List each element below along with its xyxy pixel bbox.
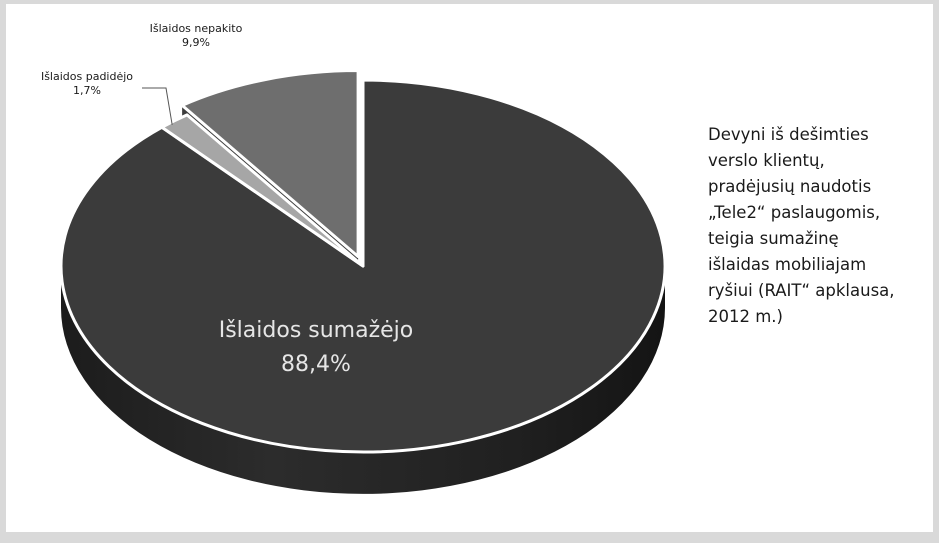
label-islaidos-sumazejo: Išlaidos sumažėjo 88,4% [181,314,451,382]
caption-line: 2012 m.) [708,307,783,326]
pie-slice-islaidos-nepakito [180,69,360,259]
pie-side-islaidos-sumazejo [61,266,665,494]
label-padidejo-name: Išlaidos padidėjo [40,70,134,83]
caption-text: Devyni iš dešimties verslo klientų, prad… [708,122,939,330]
pie-chart [59,69,667,494]
label-islaidos-nepakito: Išlaidos nepakito 9,9% [106,22,286,50]
caption-line: teigia sumažinę [708,229,839,248]
label-nepakito-value: 9,9% [182,36,210,49]
leader-line-islaidos-padidejo [142,87,173,125]
pie-slice-islaidos-padidejo [160,113,365,268]
caption-line: „Tele2“ paslaugomis, [708,203,881,222]
caption-line: Devyni iš dešimties [708,125,869,144]
caption-line: pradėjusių naudotis [708,177,872,196]
caption-line: ryšiui (RAIT“ apklausa, [708,281,895,300]
label-sumazejo-value: 88,4% [281,352,351,377]
chart-panel: Išlaidos nepakito 9,9% Išlaidos padidėjo… [6,4,933,532]
caption-line: išlaidas mobiliajam [708,255,867,274]
label-nepakito-name: Išlaidos nepakito [149,22,243,35]
caption-line: verslo klientų, [708,151,825,170]
label-sumazejo-name: Išlaidos sumažėjo [218,318,414,343]
label-islaidos-padidejo: Išlaidos padidėjo 1,7% [12,70,162,98]
label-padidejo-value: 1,7% [73,84,101,97]
